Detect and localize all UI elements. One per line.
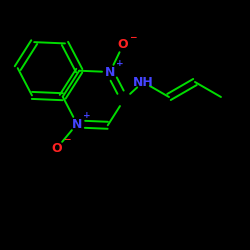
Text: O: O [118, 38, 128, 52]
Text: +: + [83, 112, 91, 120]
Text: −: − [129, 32, 137, 42]
Text: NH: NH [132, 76, 154, 88]
Text: −: − [63, 136, 71, 144]
Text: +: + [116, 60, 124, 68]
Text: N: N [105, 66, 115, 78]
Text: O: O [52, 142, 62, 154]
Text: N: N [72, 118, 82, 130]
